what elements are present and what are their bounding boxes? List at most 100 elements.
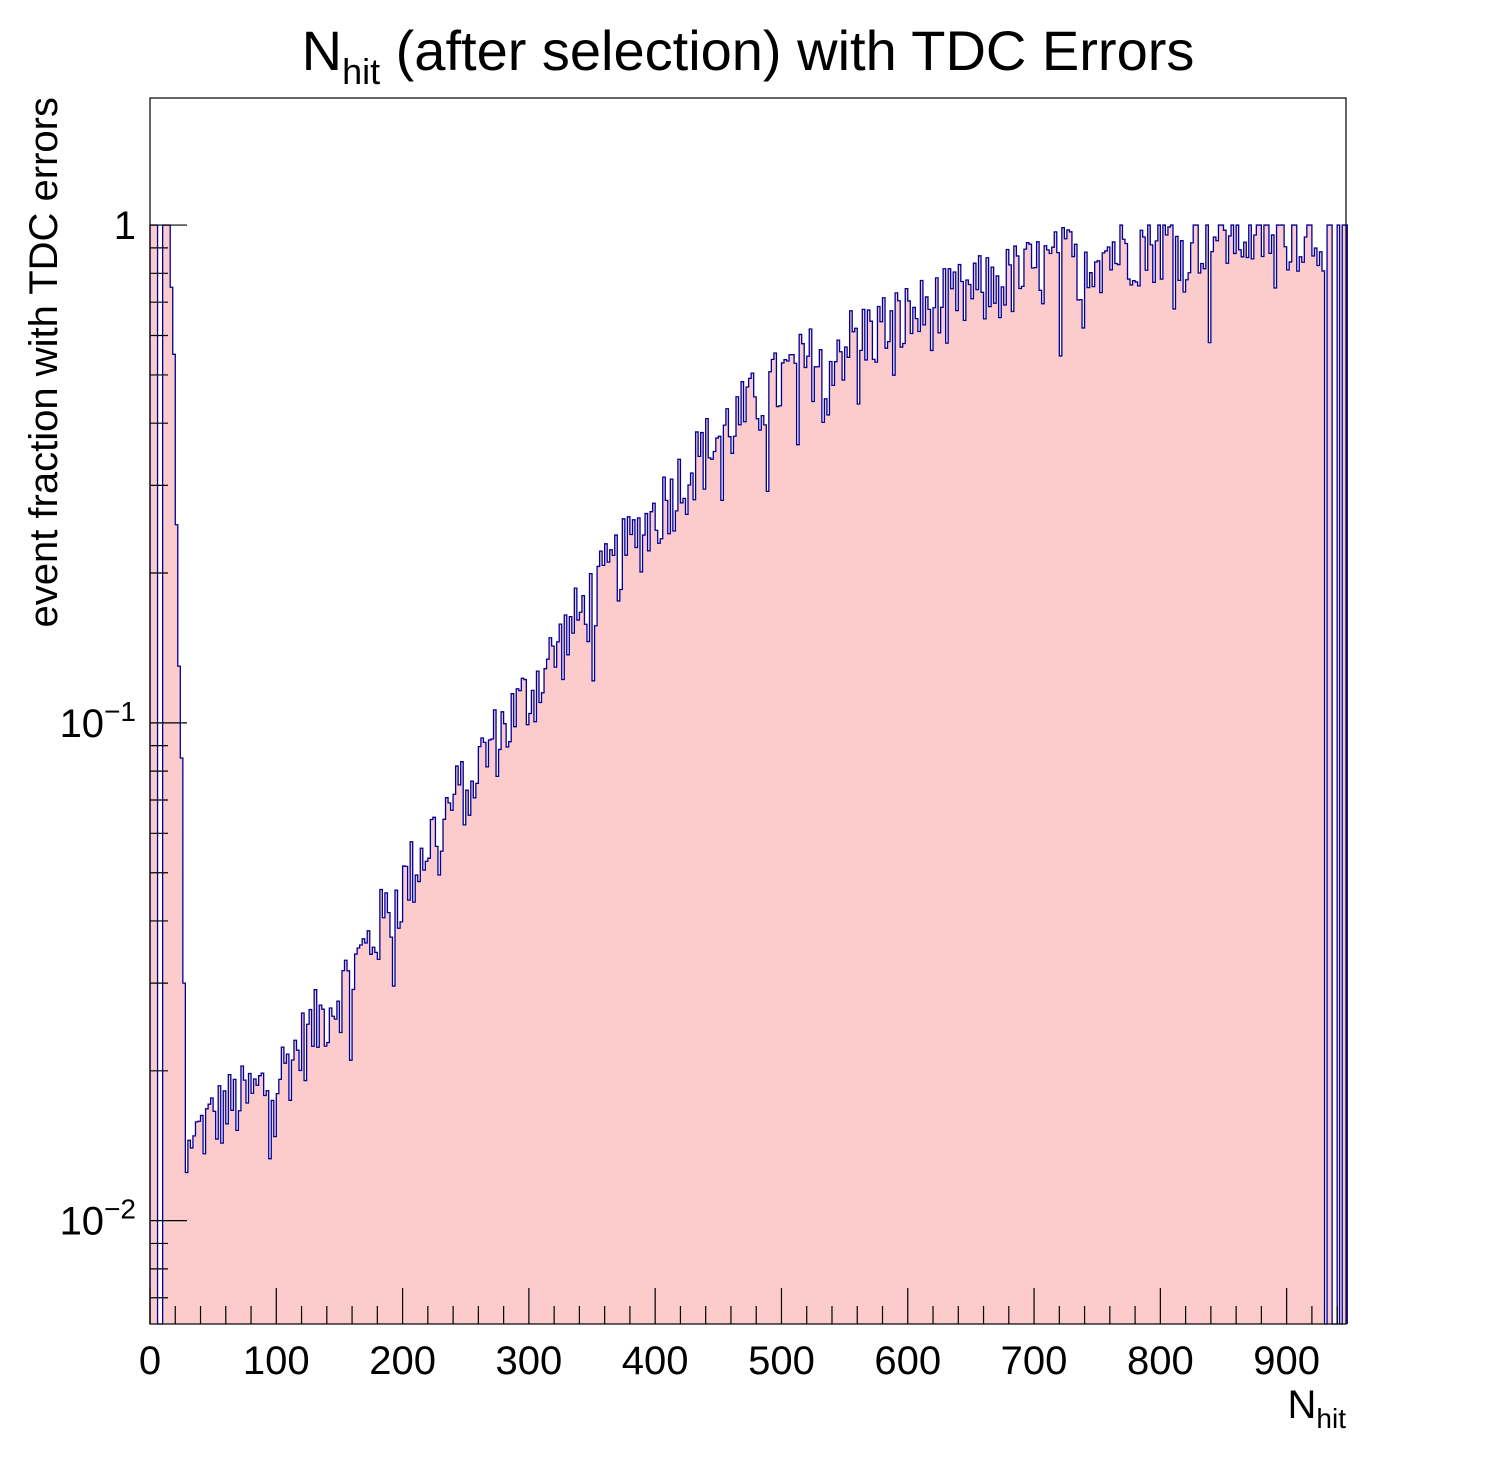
histogram-bin: [874, 362, 878, 1324]
histogram-bin: [251, 1093, 254, 1324]
histogram-bin: [988, 306, 992, 1324]
histogram-bin: [281, 1047, 285, 1324]
histogram-bin: [180, 757, 184, 1324]
histogram-bin: [776, 406, 780, 1325]
histogram-bin: [1170, 225, 1174, 1324]
histogram-bin: [1109, 269, 1113, 1324]
histogram-bin: [1079, 299, 1083, 1324]
histogram-bin: [1013, 246, 1017, 1324]
histogram-step-line: [149, 224, 1348, 1325]
histogram-bin: [877, 306, 881, 1324]
histogram-bin: [400, 921, 403, 1324]
histogram-bin: [445, 797, 449, 1324]
histogram-bin: [1016, 255, 1020, 1324]
histogram-bin: [410, 841, 413, 1324]
histogram-bin: [261, 1073, 264, 1324]
histogram-bin: [569, 616, 573, 1324]
histogram-bin: [288, 1100, 292, 1324]
histogram-bin: [1195, 225, 1199, 1324]
histogram-bin: [1228, 235, 1232, 1324]
histogram-bin: [917, 331, 921, 1324]
histogram-bin: [837, 340, 840, 1324]
histogram-bin: [516, 688, 520, 1324]
histogram-bin: [609, 549, 613, 1324]
histogram-bin: [1006, 249, 1010, 1324]
histogram-bin: [728, 436, 732, 1325]
histogram-bin: [1299, 256, 1303, 1324]
histogram-bin: [1001, 286, 1005, 1324]
histogram-bin: [331, 1016, 335, 1324]
histogram-bin: [867, 310, 871, 1324]
histogram-bin: [364, 942, 368, 1324]
histogram-bin: [1082, 327, 1085, 1324]
histogram-bin: [1049, 253, 1053, 1325]
histogram-bin: [814, 366, 818, 1325]
histogram-bin: [945, 343, 949, 1324]
x-tick-label: 700: [1001, 1339, 1068, 1383]
x-tick-label: 0: [139, 1339, 161, 1383]
histogram-bin: [1127, 279, 1131, 1325]
histogram-bin: [165, 225, 168, 1324]
histogram-bin: [326, 1042, 330, 1324]
histogram-bin: [1087, 287, 1090, 1324]
histogram-bin: [768, 371, 772, 1324]
histogram-bin: [233, 1079, 237, 1324]
histogram-bin: [1316, 265, 1320, 1324]
histogram-bin: [435, 846, 439, 1324]
histogram-bin: [1034, 267, 1037, 1325]
histogram-bin: [379, 889, 383, 1324]
histogram-bin: [829, 361, 833, 1324]
histogram-bin: [602, 565, 605, 1324]
histogram-bin: [1162, 225, 1166, 1324]
histogram-bin: [427, 858, 431, 1324]
histogram-bin: [311, 1046, 315, 1324]
histogram-bin: [546, 659, 550, 1324]
histogram-bin: [599, 551, 603, 1324]
histogram-bin: [200, 1115, 204, 1324]
histogram-bin: [437, 875, 441, 1324]
histogram-bin: [367, 930, 371, 1324]
histogram-bin: [897, 300, 901, 1325]
histogram-bin: [1137, 285, 1141, 1325]
histogram-bin: [1286, 269, 1290, 1324]
histogram-bin: [789, 354, 792, 1325]
histogram-bin: [713, 451, 717, 1324]
histogram-bin: [263, 1095, 267, 1324]
histogram-bin: [329, 1008, 333, 1324]
histogram-bin: [579, 612, 583, 1324]
histogram-bin: [357, 947, 360, 1324]
histogram-bin: [1071, 256, 1075, 1325]
histogram-bin: [1213, 236, 1217, 1324]
histogram-bin: [862, 309, 866, 1324]
histogram-bin: [614, 535, 618, 1324]
histogram-bin: [922, 324, 926, 1324]
histogram-bin: [950, 288, 954, 1325]
histogram-bin: [955, 310, 959, 1324]
histogram-bin: [407, 900, 411, 1324]
histogram-bin: [665, 500, 669, 1324]
histogram-bin: [1041, 303, 1045, 1324]
histogram-bin: [571, 633, 575, 1324]
histogram-bin: [316, 1047, 320, 1324]
histogram-bin: [1064, 238, 1068, 1325]
x-axis-label-sub: hit: [1316, 1403, 1346, 1434]
histogram-bin: [723, 425, 727, 1325]
histogram-bin: [887, 341, 891, 1324]
histogram-bin: [756, 418, 760, 1324]
histogram-bin: [806, 356, 810, 1324]
histogram-bin: [710, 459, 714, 1324]
histogram-bin: [1046, 249, 1050, 1325]
histogram-bin: [1329, 225, 1333, 1324]
histogram-bin: [339, 1032, 343, 1324]
histogram-bin: [175, 524, 179, 1324]
histogram-bin: [455, 766, 459, 1324]
histogram-bin: [349, 1060, 353, 1324]
histogram-bin: [1311, 255, 1315, 1325]
histogram-bin: [872, 359, 876, 1324]
histogram-bin: [238, 1110, 242, 1324]
histogram-bin: [657, 543, 661, 1324]
histogram-bin: [670, 479, 674, 1325]
histogram-bin: [700, 432, 704, 1324]
histogram-bin: [1289, 261, 1292, 1324]
